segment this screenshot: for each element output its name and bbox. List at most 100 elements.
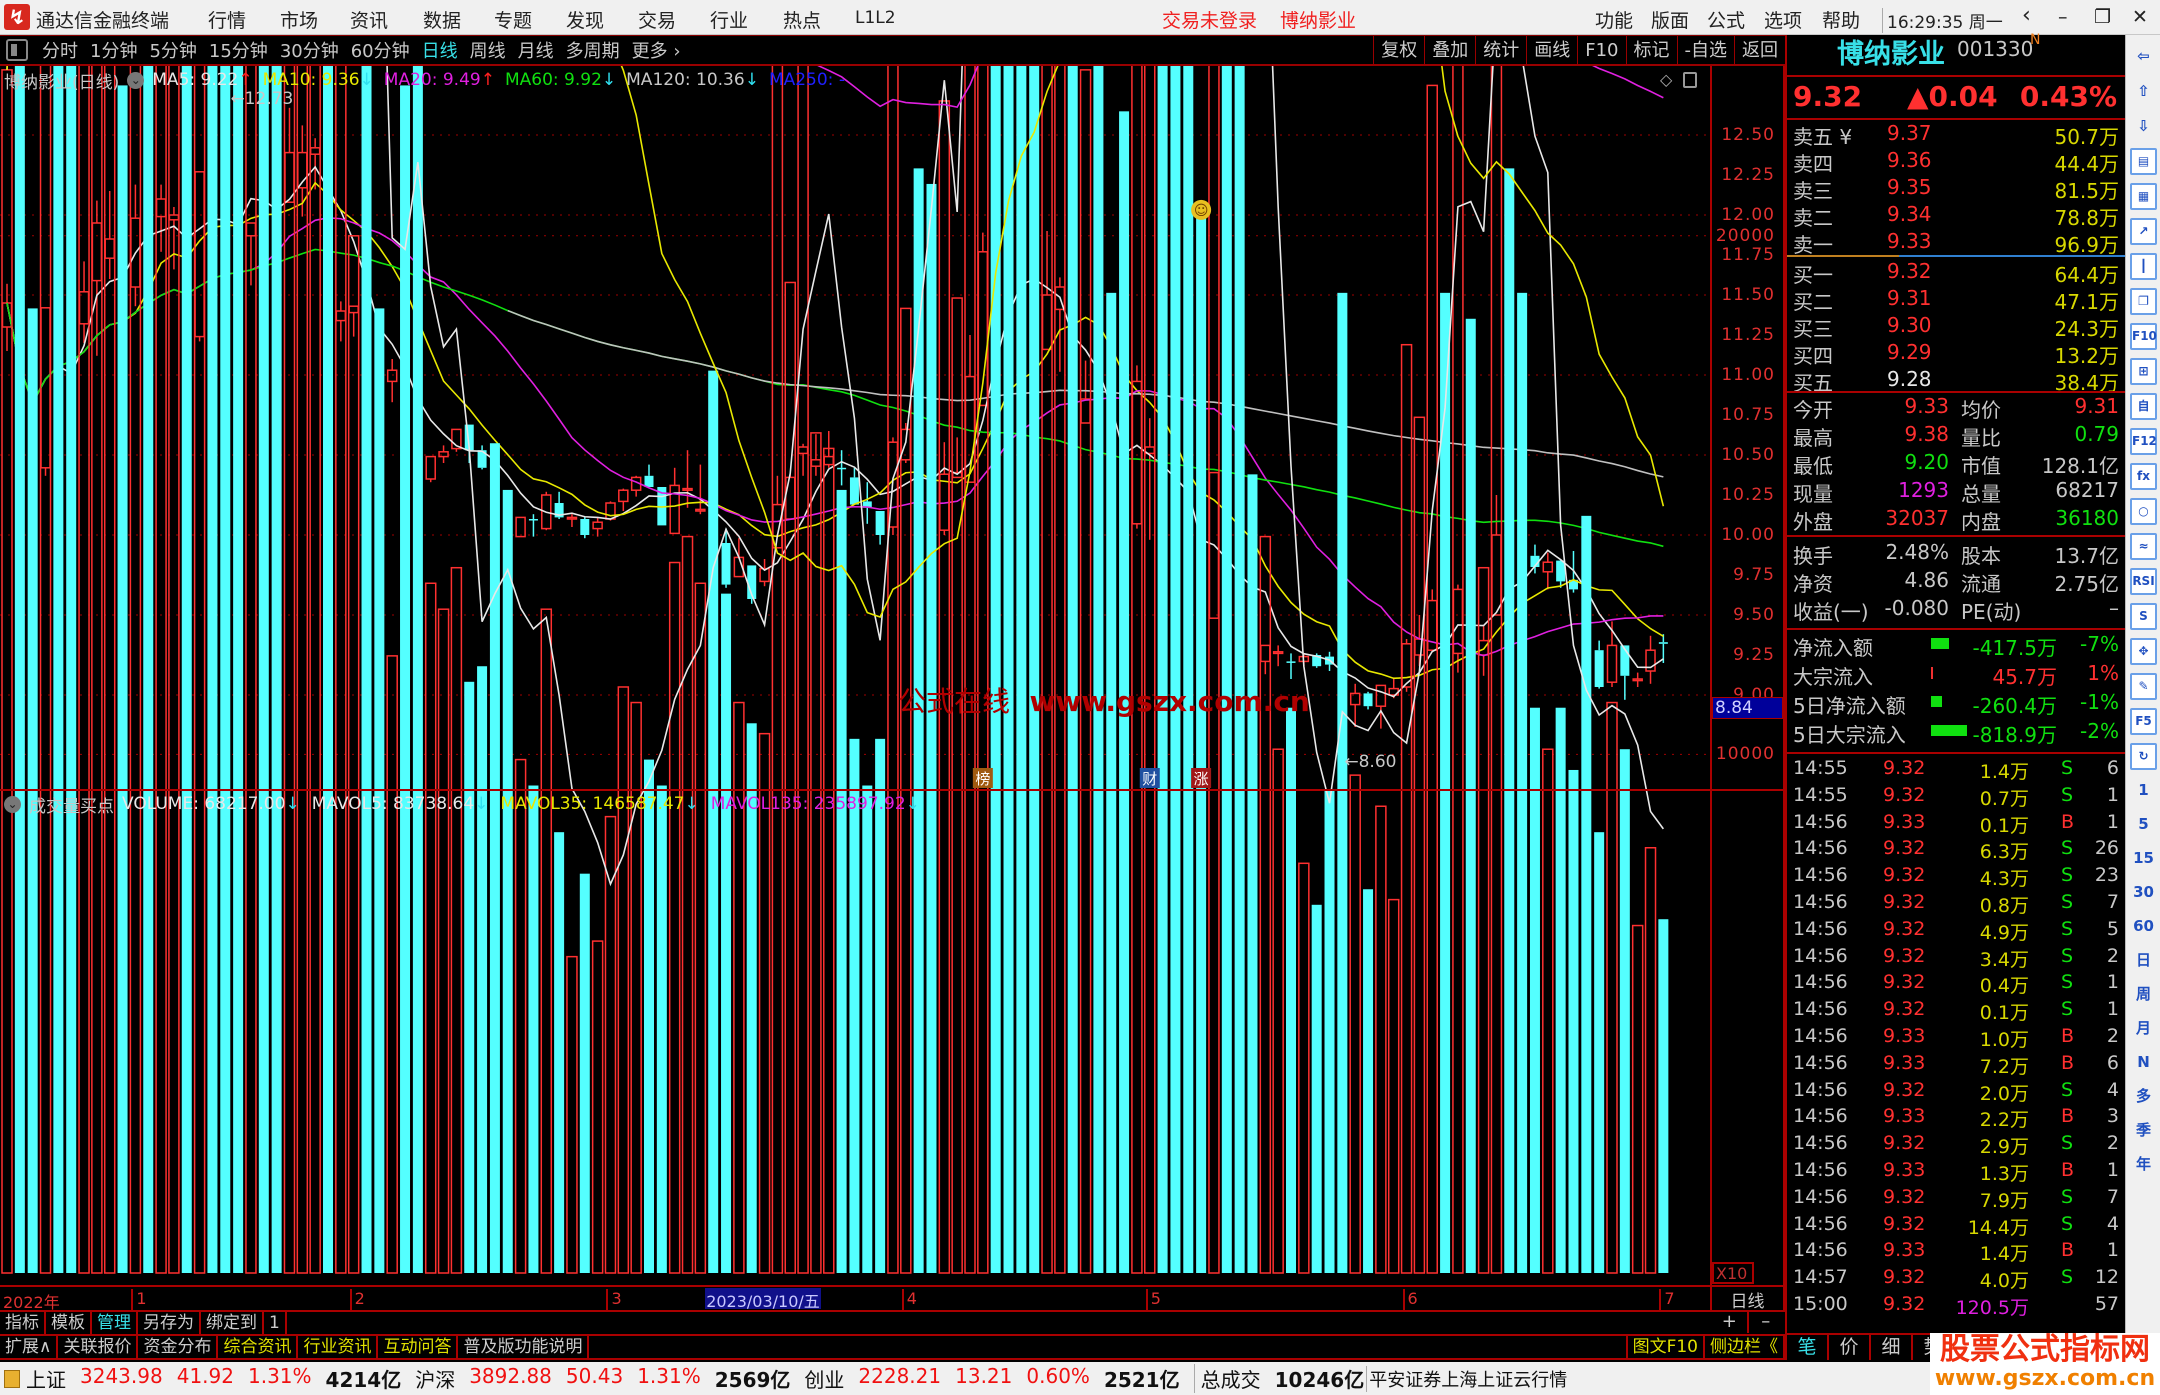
period-tab-5[interactable]: 60分钟: [350, 41, 410, 62]
menu-shuju[interactable]: 数据: [423, 10, 462, 32]
ext-tab-0[interactable]: 扩展∧: [0, 1336, 59, 1358]
chart-tool-1[interactable]: 叠加: [1424, 36, 1475, 65]
sidebar-icon-17[interactable]: ✥: [2130, 638, 2157, 665]
period-tab-3[interactable]: 15分钟: [208, 41, 268, 62]
chart-tool-7[interactable]: 返回: [1734, 36, 1785, 65]
chart-tool-5[interactable]: 标记: [1625, 36, 1677, 65]
sidebar-icon-22[interactable]: 5: [2138, 815, 2149, 833]
candle: [669, 467, 680, 535]
sidebar-icon-18[interactable]: ✎: [2130, 673, 2157, 700]
sidebar-icon-3[interactable]: ▤: [2130, 148, 2157, 175]
panel-toggle-icon[interactable]: [6, 39, 28, 61]
period-tab-9[interactable]: 多周期: [565, 41, 620, 62]
sidebar-icon-8[interactable]: F10: [2130, 323, 2157, 350]
ext-tab-2[interactable]: 资金分布: [138, 1336, 219, 1358]
period-tab-4[interactable]: 30分钟: [279, 41, 339, 62]
sidebar-icon-26[interactable]: 日: [2135, 951, 2151, 969]
sidebar-icon-14[interactable]: ≈: [2130, 533, 2157, 560]
sidebar-icon-19[interactable]: F5: [2130, 708, 2157, 735]
menu-zhuanti[interactable]: 专题: [494, 10, 533, 32]
chart-tool-0[interactable]: 复权: [1373, 36, 1424, 65]
menu-gongneng[interactable]: 功能: [1595, 10, 1634, 32]
sidebar-icon-29[interactable]: N: [2137, 1053, 2150, 1071]
sidebar-icon-6[interactable]: ┃: [2130, 253, 2157, 280]
sidebar-icon-9[interactable]: ⊞: [2130, 358, 2157, 385]
menu-gongshi[interactable]: 公式: [1707, 10, 1746, 32]
period-tab-0[interactable]: 分时: [42, 41, 78, 62]
panel-tab-0[interactable]: 笔: [1787, 1335, 1829, 1360]
chart-tool-6[interactable]: -自选: [1676, 36, 1735, 65]
sidebar-toggle-button[interactable]: 侧边栏《: [1705, 1336, 1785, 1358]
indicator-tab-1[interactable]: 模板: [46, 1312, 92, 1334]
indicator-tab-2[interactable]: 管理: [92, 1312, 138, 1334]
period-tab-2[interactable]: 5分钟: [149, 41, 197, 62]
sidebar-icon-15[interactable]: RSI: [2130, 568, 2157, 595]
sidebar-icon-28[interactable]: 月: [2135, 1019, 2151, 1037]
panel-tab-1[interactable]: 价: [1829, 1335, 1871, 1360]
login-status[interactable]: 交易未登录: [1162, 10, 1258, 32]
indicator-tab-5[interactable]: 1: [264, 1312, 287, 1334]
sidebar-icon-4[interactable]: ▦: [2130, 183, 2157, 210]
sidebar-icon-0[interactable]: ⇦: [2137, 47, 2150, 65]
chart-tool-3[interactable]: 画线: [1526, 36, 1577, 65]
sidebar-icon-23[interactable]: 15: [2133, 849, 2154, 867]
menu-zixun[interactable]: 资讯: [350, 10, 389, 32]
menu-bangzhu[interactable]: 帮助: [1822, 10, 1861, 32]
chevron-down-icon[interactable]: ⌄: [127, 71, 145, 89]
indicator-tab-3[interactable]: 另存为: [138, 1312, 201, 1334]
panel-tab-2[interactable]: 细: [1871, 1335, 1913, 1360]
sidebar-icon-25[interactable]: 60: [2133, 917, 2154, 935]
menu-faxian[interactable]: 发现: [566, 10, 605, 32]
menu-hangye[interactable]: 行业: [710, 10, 749, 32]
menu-hangqing[interactable]: 行情: [208, 10, 247, 32]
period-tab-8[interactable]: 月线: [517, 41, 554, 62]
sidebar-icon-21[interactable]: 1: [2138, 781, 2149, 799]
sidebar-icon-2[interactable]: ⇩: [2137, 117, 2150, 135]
menu-l1l2[interactable]: L1L2: [855, 8, 896, 28]
chart-tool-4[interactable]: F10: [1577, 36, 1625, 65]
period-tab-7[interactable]: 周线: [469, 41, 506, 62]
price-tick-label: 10.00: [1721, 525, 1775, 545]
sidebar-icon-1[interactable]: ⇧: [2137, 82, 2150, 100]
ext-tab-4[interactable]: 行业资讯: [298, 1336, 379, 1358]
sidebar-icon-10[interactable]: 自: [2130, 393, 2157, 420]
sidebar-icon-27[interactable]: 周: [2135, 985, 2151, 1003]
ext-tab-1[interactable]: 关联报价: [58, 1336, 139, 1358]
sidebar-icon-5[interactable]: ↗: [2130, 218, 2157, 245]
sidebar-icon-13[interactable]: ○: [2130, 498, 2157, 525]
close-button[interactable]: ✕: [2132, 6, 2148, 28]
ext-tab-3[interactable]: 综合资讯: [218, 1336, 299, 1358]
minimize-button[interactable]: –: [2058, 6, 2068, 28]
panel-icon[interactable]: [1683, 72, 1697, 88]
menu-redian[interactable]: 热点: [783, 10, 822, 32]
f10-graphic-button[interactable]: 图文F10: [1625, 1336, 1705, 1358]
back-nav-icon[interactable]: ‹: [2022, 3, 2031, 28]
menu-jiaoyi[interactable]: 交易: [638, 10, 677, 32]
menu-banmian[interactable]: 版面: [1651, 10, 1690, 32]
sidebar-icon-30[interactable]: 多: [2135, 1087, 2151, 1105]
chevron-down-icon[interactable]: ⌄: [4, 795, 21, 813]
zoom-out-button[interactable]: –: [1761, 1311, 1771, 1332]
chart-tool-2[interactable]: 统计: [1475, 36, 1526, 65]
zoom-in-button[interactable]: +: [1712, 1311, 1749, 1333]
sidebar-icon-31[interactable]: 季: [2135, 1121, 2151, 1139]
period-tab-1[interactable]: 1分钟: [90, 41, 138, 62]
menu-xuanxiang[interactable]: 选项: [1764, 10, 1803, 32]
sidebar-icon-32[interactable]: 年: [2135, 1155, 2151, 1173]
sidebar-icon-7[interactable]: ❐: [2130, 288, 2157, 315]
restore-button[interactable]: ❐: [2094, 6, 2112, 28]
ext-tab-6[interactable]: 普及版功能说明: [458, 1336, 590, 1358]
sidebar-icon-12[interactable]: fx: [2130, 463, 2157, 490]
period-tab-6[interactable]: 日线: [421, 41, 458, 62]
sidebar-icon-11[interactable]: F12: [2130, 428, 2157, 455]
menu-shichang[interactable]: 市场: [280, 10, 319, 32]
indicator-tab-4[interactable]: 绑定到: [201, 1312, 264, 1334]
diamond-icon[interactable]: ◇: [1660, 70, 1673, 89]
ext-tab-5[interactable]: 互动问答: [378, 1336, 459, 1358]
sidebar-icon-20[interactable]: ↻: [2130, 743, 2157, 770]
indicator-tab-0[interactable]: 指标: [0, 1312, 46, 1334]
period-tab-10[interactable]: 更多 ›: [631, 41, 681, 62]
sidebar-icon-24[interactable]: 30: [2133, 883, 2154, 901]
sidebar-icon-16[interactable]: S: [2130, 603, 2157, 630]
